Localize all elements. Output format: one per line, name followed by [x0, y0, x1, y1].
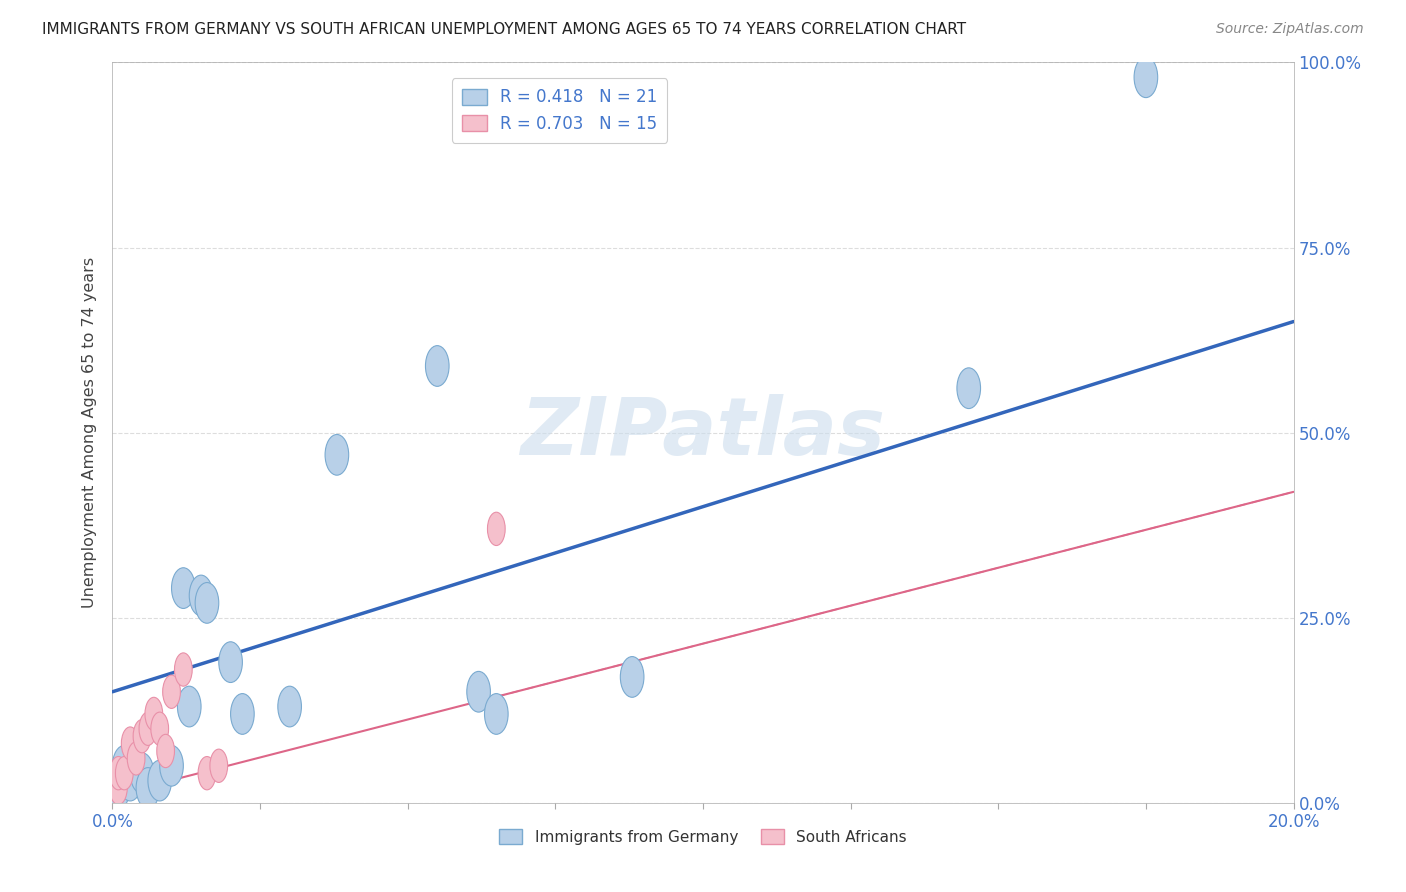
Ellipse shape [488, 512, 505, 546]
Ellipse shape [957, 368, 980, 409]
Ellipse shape [426, 345, 449, 386]
Y-axis label: Unemployment Among Ages 65 to 74 years: Unemployment Among Ages 65 to 74 years [82, 257, 97, 608]
Ellipse shape [219, 641, 242, 682]
Text: IMMIGRANTS FROM GERMANY VS SOUTH AFRICAN UNEMPLOYMENT AMONG AGES 65 TO 74 YEARS : IMMIGRANTS FROM GERMANY VS SOUTH AFRICAN… [42, 22, 966, 37]
Ellipse shape [118, 760, 142, 801]
Ellipse shape [620, 657, 644, 698]
Ellipse shape [110, 756, 127, 789]
Ellipse shape [115, 756, 134, 789]
Legend: Immigrants from Germany, South Africans: Immigrants from Germany, South Africans [494, 823, 912, 851]
Ellipse shape [148, 760, 172, 801]
Text: ZIPatlas: ZIPatlas [520, 393, 886, 472]
Ellipse shape [231, 694, 254, 734]
Text: Source: ZipAtlas.com: Source: ZipAtlas.com [1216, 22, 1364, 37]
Ellipse shape [209, 749, 228, 782]
Ellipse shape [121, 727, 139, 760]
Ellipse shape [160, 746, 183, 786]
Ellipse shape [325, 434, 349, 475]
Ellipse shape [174, 653, 193, 686]
Ellipse shape [150, 712, 169, 746]
Ellipse shape [139, 712, 157, 746]
Ellipse shape [136, 768, 160, 808]
Ellipse shape [107, 768, 131, 808]
Ellipse shape [131, 753, 153, 794]
Ellipse shape [145, 698, 163, 731]
Ellipse shape [1135, 57, 1157, 97]
Ellipse shape [467, 672, 491, 712]
Ellipse shape [195, 582, 219, 624]
Ellipse shape [157, 734, 174, 768]
Ellipse shape [172, 567, 195, 608]
Ellipse shape [177, 686, 201, 727]
Ellipse shape [112, 746, 136, 786]
Ellipse shape [110, 772, 127, 805]
Ellipse shape [485, 694, 508, 734]
Ellipse shape [190, 575, 212, 615]
Ellipse shape [134, 720, 150, 753]
Ellipse shape [127, 742, 145, 775]
Ellipse shape [163, 675, 180, 708]
Ellipse shape [278, 686, 301, 727]
Ellipse shape [198, 756, 217, 789]
